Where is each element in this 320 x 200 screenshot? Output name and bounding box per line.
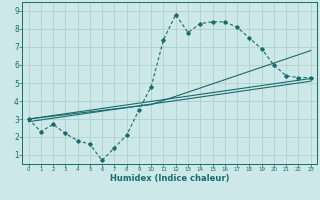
X-axis label: Humidex (Indice chaleur): Humidex (Indice chaleur) bbox=[110, 174, 229, 183]
